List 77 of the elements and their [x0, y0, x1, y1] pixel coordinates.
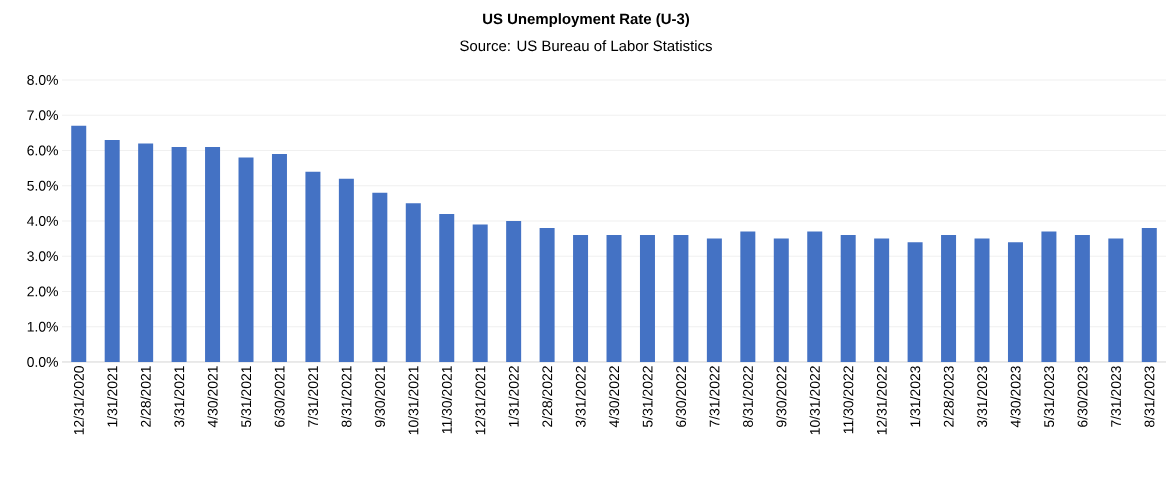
bar: [104, 139, 120, 362]
bar: [305, 171, 321, 362]
y-tick-label: 0.0%: [27, 357, 58, 367]
bar: [907, 242, 923, 362]
bar: [1141, 228, 1157, 362]
y-tick-label: 1.0%: [27, 321, 58, 332]
x-tick-label: 7/31/2021: [307, 366, 319, 427]
bar: [271, 154, 287, 362]
bar: [539, 228, 555, 362]
x-tick-label: 6/30/2021: [274, 366, 285, 427]
x-tick-label: 1/31/2023: [909, 366, 921, 427]
x-tick-label: 11/30/2021: [441, 366, 452, 434]
bar: [606, 235, 622, 362]
y-tick-label: 4.0%: [27, 216, 58, 226]
bar: [439, 213, 455, 362]
x-tick-label: 7/31/2022: [709, 366, 720, 427]
x-tick-label: 3/31/2023: [976, 366, 988, 428]
x-tick-label: 2/28/2021: [140, 366, 151, 427]
bar: [71, 125, 87, 362]
x-tick-label: 2/28/2023: [943, 366, 954, 427]
x-tick-label: 10/31/2022: [809, 366, 820, 435]
x-tick-label: 4/30/2022: [608, 366, 620, 428]
bar: [840, 235, 856, 362]
bar: [1074, 235, 1090, 362]
x-tick-label: 10/31/2021: [408, 366, 419, 435]
x-tick-label: 7/31/2023: [1110, 366, 1121, 427]
x-tick-label: 2/28/2022: [541, 366, 553, 427]
x-tick-label: 12/31/2022: [876, 366, 887, 435]
chart-title: US Unemployment Rate (U-3): [483, 13, 690, 28]
bar: [1108, 238, 1124, 362]
x-tick-label: 8/31/2021: [341, 366, 352, 427]
bar: [807, 231, 823, 362]
x-tick-label: 3/31/2022: [575, 366, 586, 428]
bar: [1007, 242, 1023, 362]
bar: [205, 146, 221, 362]
bar: [874, 238, 890, 362]
bar: [171, 146, 187, 362]
x-tick-label: 1/31/2022: [508, 366, 519, 427]
x-tick-label: 12/31/2020: [73, 366, 84, 435]
x-tick-label: 8/31/2023: [1144, 366, 1155, 427]
bar: [941, 235, 957, 362]
x-tick-label: 6/30/2023: [1077, 366, 1088, 427]
bar: [974, 238, 990, 362]
bar: [773, 238, 789, 362]
bar: [338, 178, 354, 362]
bar: [573, 235, 589, 362]
bar: [673, 235, 689, 362]
bar: [506, 220, 522, 362]
bar: [372, 192, 388, 362]
bar: [740, 231, 756, 362]
x-tick-label: 1/31/2021: [107, 366, 118, 427]
x-tick-label: 11/30/2022: [843, 366, 854, 434]
y-tick-label: 3.0%: [27, 251, 58, 262]
x-tick-label: 5/31/2023: [1043, 366, 1055, 427]
y-tick-label: 5.0%: [27, 180, 58, 191]
y-tick-label: 8.0%: [27, 75, 58, 85]
x-tick-label: 6/30/2022: [675, 366, 687, 427]
bar: [639, 235, 655, 362]
x-tick-label: 8/31/2022: [742, 366, 753, 427]
y-tick-label: 7.0%: [27, 110, 58, 121]
x-tick-label: 4/30/2021: [207, 366, 218, 428]
chart-subtitle: Source: US Bureau of Labor Statistics: [460, 40, 712, 52]
bar: [238, 157, 254, 362]
x-tick-label: 5/31/2022: [642, 366, 653, 427]
bar: [405, 203, 421, 362]
x-tick-label: 4/30/2023: [1010, 366, 1021, 428]
x-tick-label: 3/31/2021: [173, 366, 185, 428]
x-tick-label: 9/30/2021: [374, 366, 385, 427]
x-tick-label: 12/31/2021: [475, 366, 486, 435]
y-tick-label: 6.0%: [27, 145, 58, 156]
x-tick-label: 9/30/2022: [776, 366, 787, 427]
bar: [706, 238, 722, 362]
bar: [138, 143, 154, 362]
bar: [472, 224, 488, 362]
x-tick-label: 5/31/2021: [240, 366, 252, 427]
bar: [1041, 231, 1057, 362]
y-tick-label: 2.0%: [27, 286, 58, 297]
